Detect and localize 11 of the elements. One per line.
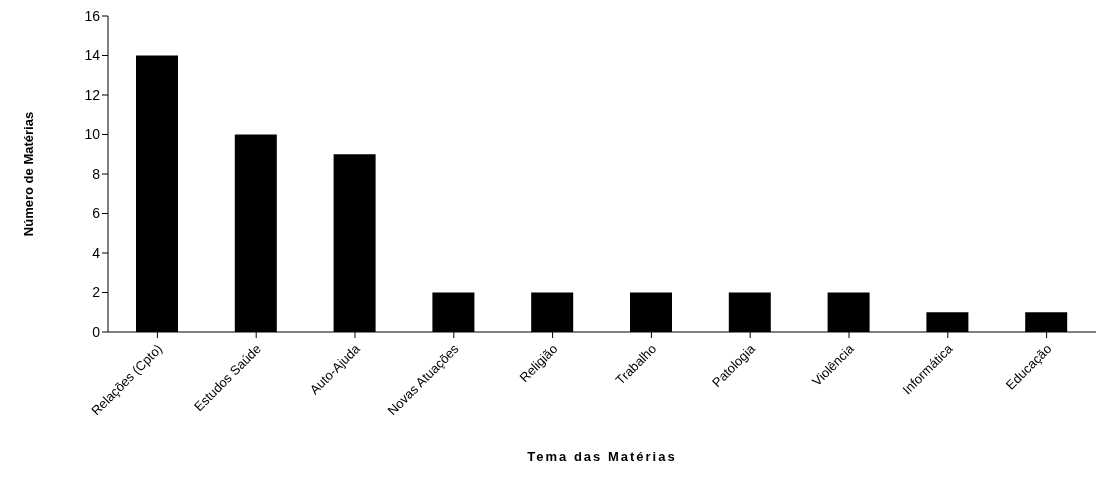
y-axis-title: Número de Matérias <box>20 111 36 237</box>
x-axis-title: Tema das Matérias <box>527 449 677 465</box>
y-tick-label: 6 <box>92 205 101 222</box>
y-tick-label: 14 <box>84 47 101 64</box>
y-tick-label: 2 <box>92 284 101 301</box>
y-tick-label: 10 <box>84 126 101 143</box>
y-tick-label: 8 <box>92 165 101 182</box>
y-tick-label: 0 <box>92 323 101 340</box>
y-tick-label: 4 <box>92 244 101 261</box>
y-tick-label: 16 <box>84 7 101 24</box>
y-tick-label: 12 <box>84 86 101 103</box>
